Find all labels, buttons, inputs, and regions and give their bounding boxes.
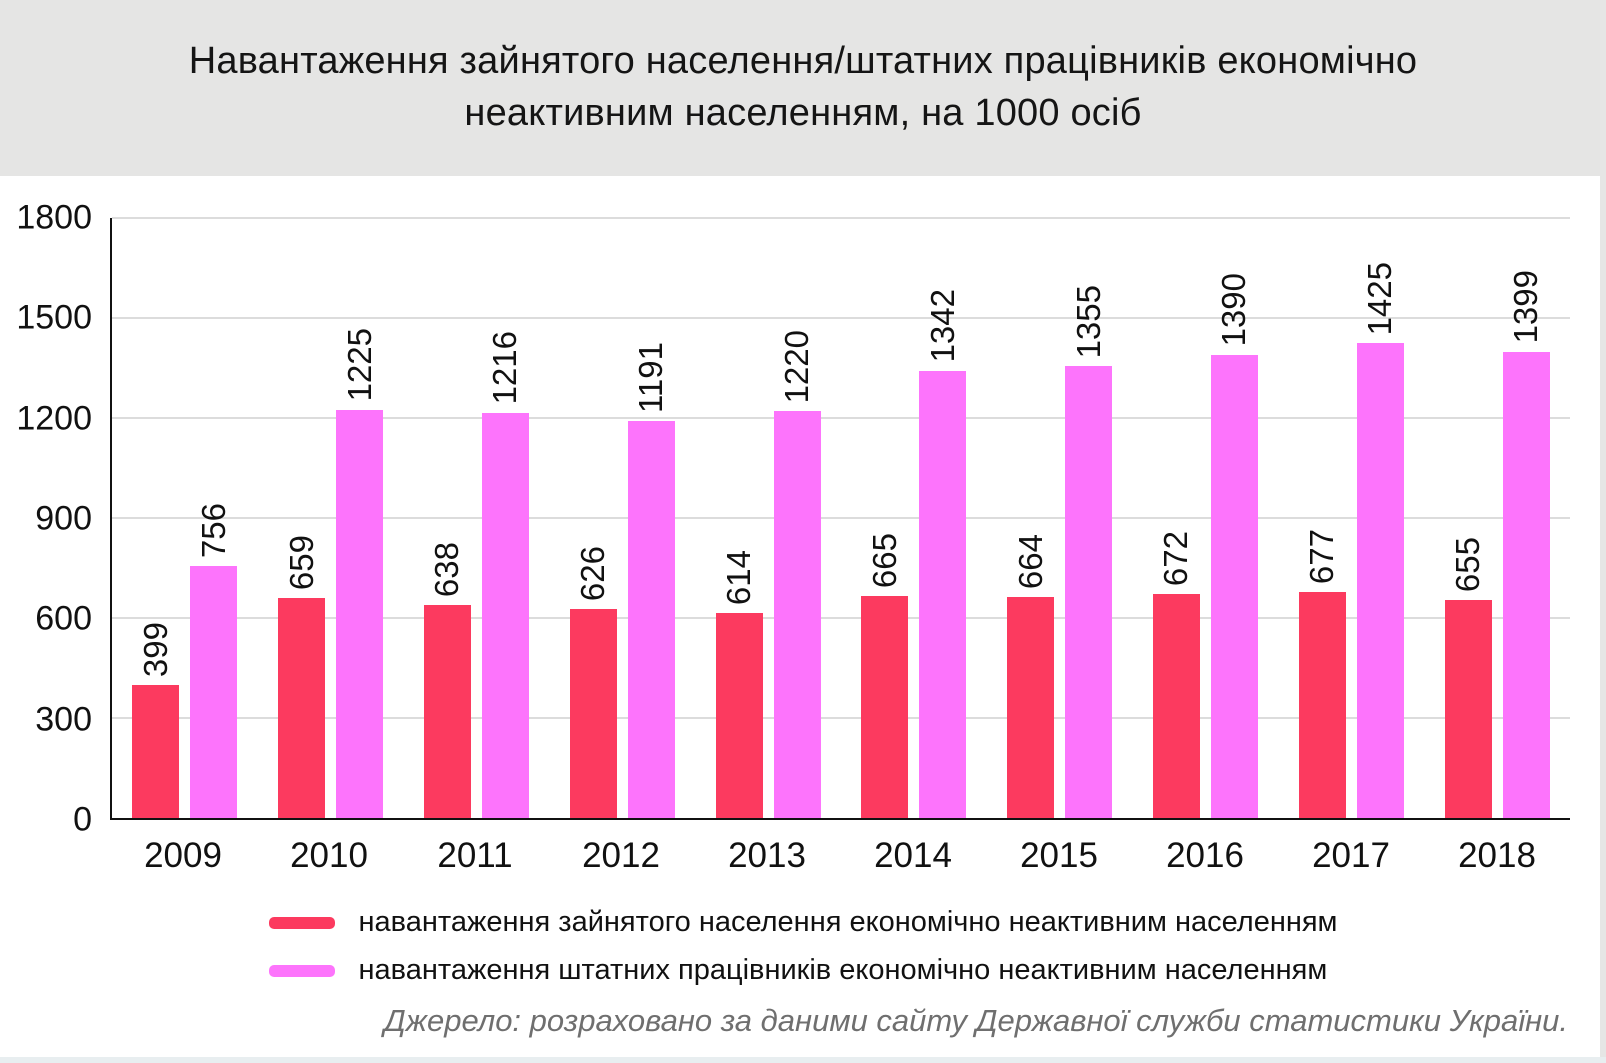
bar-chart: 1800 1500 1200 900 600 300 0 399 756 659 1225 638 1… [0,199,1606,839]
gridline [112,517,1570,519]
bar-value-label: 655 [1449,536,1487,592]
x-tick-label: 2013 [728,836,806,875]
bar-group: 665 1342 [841,218,987,818]
bar-series-1: 399 [132,622,180,818]
chart-title-line-2: неактивним населенням, на 1000 осіб [464,92,1142,134]
y-tick-label: 0 [73,800,92,839]
gridline [112,416,1570,419]
y-tick-label: 900 [35,499,92,538]
bar-series-2: 1390 [1210,273,1258,818]
bar-value-label: 672 [1157,530,1195,586]
bar-value-label: 756 [194,502,232,558]
y-axis: 1800 1500 1200 900 600 300 0 [0,199,110,839]
right-edge-strip [1600,0,1606,1063]
y-tick-label: 1800 [16,198,92,237]
gridline [112,717,1570,719]
bar-value-label: 677 [1303,529,1341,585]
y-tick-label: 1500 [16,298,92,337]
bar-group: 664 1355 [987,218,1133,818]
gridline [112,217,1570,219]
bar-value-label: 1191 [632,342,670,413]
bar-groups: 399 756 659 1225 638 1216 626 1191 614 1220 665 134… [112,218,1570,818]
y-tick-label: 1200 [16,399,92,438]
bar-series-1: 655 [1444,537,1492,818]
bar-series-1: 665 [861,533,909,818]
bar-group: 638 1216 [404,218,550,818]
bar-value-label: 1220 [778,329,816,404]
bar-group: 626 1191 [549,218,695,818]
x-tick-label: 2017 [1312,836,1390,875]
bar-value-label: 626 [574,546,612,602]
x-tick-label: 2011 [437,836,513,875]
source-note: Джерело: розраховано за даними сайту Дер… [383,1003,1568,1038]
bar-value-label: 638 [428,542,466,598]
bottom-edge-strip [0,1057,1606,1063]
bar-series-2: 1216 [481,331,529,818]
legend-label: навантаження зайнятого населення економі… [358,906,1338,938]
bar-value-label: 1399 [1507,270,1545,344]
y-tick-label: 300 [35,700,92,739]
bar-value-label: 614 [720,550,758,606]
chart-title: Навантаження зайнятого населення/штатних… [0,0,1606,176]
y-tick-label: 600 [35,599,92,638]
bar-series-1: 664 [1007,534,1055,818]
bar-group: 614 1220 [695,218,841,818]
bar-series-2: 756 [190,503,238,818]
bar-series-1: 614 [715,550,763,818]
legend-item: навантаження зайнятого населення економі… [268,906,1338,939]
bar-series-1: 672 [1152,531,1200,818]
bar-value-label: 1390 [1215,273,1253,347]
bar-series-1: 638 [423,542,471,818]
legend-swatch [268,964,335,977]
bar-group: 399 756 [112,218,258,818]
bar-group: 672 1390 [1133,218,1279,818]
bar-group: 677 1425 [1278,218,1424,818]
bar-series-2: 1355 [1065,285,1113,818]
legend-swatch [268,916,335,929]
x-tick-label: 2015 [1020,836,1098,875]
bar-series-2: 1191 [627,342,675,818]
bar-series-1: 626 [569,546,617,818]
bar-series-2: 1342 [919,289,967,818]
x-tick-label: 2009 [144,836,222,875]
x-tick-label: 2018 [1458,836,1536,875]
plot-area: 399 756 659 1225 638 1216 626 1191 614 1220 665 134… [110,217,1570,820]
bar-value-label: 1225 [340,328,378,402]
x-tick-label: 2010 [290,836,368,875]
x-tick-label: 2016 [1166,836,1244,875]
legend: навантаження зайнятого населення економі… [268,906,1338,987]
bar-value-label: 399 [136,621,174,677]
bar-series-2: 1220 [773,330,821,818]
gridline [112,316,1570,319]
gridline [112,616,1570,619]
bar-value-label: 1355 [1069,284,1107,359]
legend-label: навантаження штатних працівників економі… [358,954,1328,986]
bar-value-label: 1216 [486,331,524,405]
bar-series-2: 1399 [1502,270,1550,818]
bar-value-label: 1425 [1361,261,1399,335]
bar-series-1: 677 [1298,529,1346,818]
bar-value-label: 659 [282,535,320,591]
bar-value-label: 1342 [923,289,961,363]
bar-group: 659 1225 [258,218,404,818]
bar-series-2: 1425 [1356,262,1404,818]
bar-series-2: 1225 [336,328,384,818]
bar-value-label: 665 [865,533,903,589]
x-tick-label: 2012 [582,836,660,875]
x-axis: 2009 2010 2011 2012 2013 2014 2015 2016 2017 2018 [110,820,1570,876]
bar-series-1: 659 [278,535,326,818]
bar-group: 655 1399 [1424,218,1570,818]
legend-item: навантаження штатних працівників економі… [268,954,1328,987]
x-tick-label: 2014 [874,836,952,875]
chart-title-line-1: Навантаження зайнятого населення/штатних… [188,40,1418,83]
bar-value-label: 664 [1011,533,1049,589]
